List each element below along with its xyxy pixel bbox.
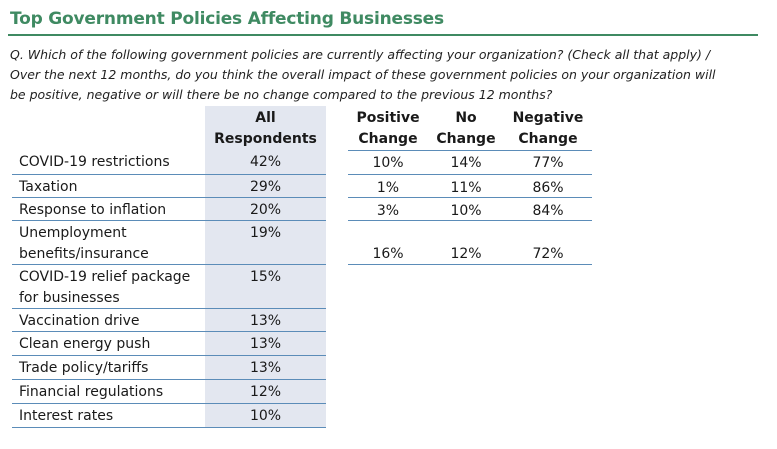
question-line: Over the next 12 months, do you think th… — [10, 67, 716, 82]
all-respondents-column-shading — [205, 106, 326, 428]
title-divider — [8, 34, 758, 36]
no-change-value: 14% — [450, 155, 482, 171]
no-change-header: No Change — [428, 108, 504, 150]
policy-label: Unemployment benefits/insurance — [19, 223, 149, 265]
table-row: COVID-19 restrictions 42% — [12, 150, 326, 175]
policy-label-line: COVID-19 relief package — [19, 269, 191, 285]
positive-change-value: 3% — [376, 203, 400, 219]
policy-label: Financial regulations — [19, 384, 164, 400]
change-row: 3% 10% 84% — [348, 199, 592, 221]
all-respondents-header: All Respondents — [205, 108, 326, 150]
all-respondents-value: 10% — [249, 408, 282, 424]
change-header-rule — [348, 150, 592, 151]
all-respondents-value: 13% — [249, 360, 282, 376]
negative-change-header: Negative Change — [504, 108, 592, 150]
positive-change-value: 16% — [372, 246, 404, 262]
policy-label: Clean energy push — [19, 336, 151, 352]
policy-label: Response to inflation — [19, 202, 167, 218]
policy-label: Interest rates — [19, 408, 114, 424]
all-respondents-value: 15% — [249, 269, 282, 285]
table-row: Trade policy/tariffs 13% — [12, 356, 326, 380]
policy-label: Trade policy/tariffs — [19, 360, 149, 376]
negative-change-value: 77% — [532, 155, 564, 171]
no-change-value: 10% — [450, 203, 482, 219]
negative-change-value: 86% — [532, 180, 564, 196]
change-row: 16% 12% 72% — [348, 242, 592, 265]
all-respondents-value: 19% — [249, 225, 282, 241]
negative-change-value: 84% — [532, 203, 564, 219]
page-title: Top Government Policies Affecting Busine… — [10, 9, 444, 29]
table-row: Response to inflation 20% — [12, 198, 326, 221]
question-line: Q. Which of the following government pol… — [10, 47, 711, 62]
header-line: Change — [436, 131, 496, 147]
policy-label: COVID-19 restrictions — [19, 154, 170, 170]
header-line: Change — [518, 131, 578, 147]
table-row: Unemployment benefits/insurance 19% — [12, 221, 326, 265]
change-row: 10% 14% 77% — [348, 151, 592, 175]
all-respondents-value: 13% — [249, 336, 282, 352]
policy-label: Vaccination drive — [19, 313, 140, 329]
header-line: Change — [358, 131, 418, 147]
all-respondents-value: 12% — [249, 384, 282, 400]
policy-label: COVID-19 relief package for businesses — [19, 267, 190, 309]
policy-label-line: Unemployment — [19, 225, 127, 241]
table-row: Vaccination drive 13% — [12, 309, 326, 332]
table-row: COVID-19 relief package for businesses 1… — [12, 265, 326, 309]
policy-label-line: for businesses — [19, 290, 120, 306]
no-change-value: 11% — [450, 180, 482, 196]
table-row: Taxation 29% — [12, 175, 326, 198]
header-line: Respondents — [214, 131, 317, 147]
all-respondents-value: 42% — [249, 154, 282, 170]
change-row: 1% 11% 86% — [348, 176, 592, 198]
positive-change-value: 10% — [372, 155, 404, 171]
no-change-value: 12% — [450, 246, 482, 262]
negative-change-value: 72% — [532, 246, 564, 262]
all-respondents-value: 29% — [249, 179, 282, 195]
positive-change-header: Positive Change — [348, 108, 428, 150]
header-line: No — [455, 110, 477, 126]
header-line: All — [255, 110, 276, 126]
header-line: Negative — [512, 110, 584, 126]
survey-question: Q. Which of the following government pol… — [10, 45, 760, 105]
policy-label: Taxation — [19, 179, 78, 195]
positive-change-value: 1% — [376, 180, 400, 196]
all-respondents-value: 13% — [249, 313, 282, 329]
all-respondents-value: 20% — [249, 202, 282, 218]
header-line: Positive — [356, 110, 420, 126]
policy-label-line: benefits/insurance — [19, 246, 149, 262]
table-row: Financial regulations 12% — [12, 380, 326, 404]
table-row: Clean energy push 13% — [12, 332, 326, 356]
question-line: be positive, negative or will there be n… — [10, 87, 553, 102]
table-row: Interest rates 10% — [12, 404, 326, 428]
